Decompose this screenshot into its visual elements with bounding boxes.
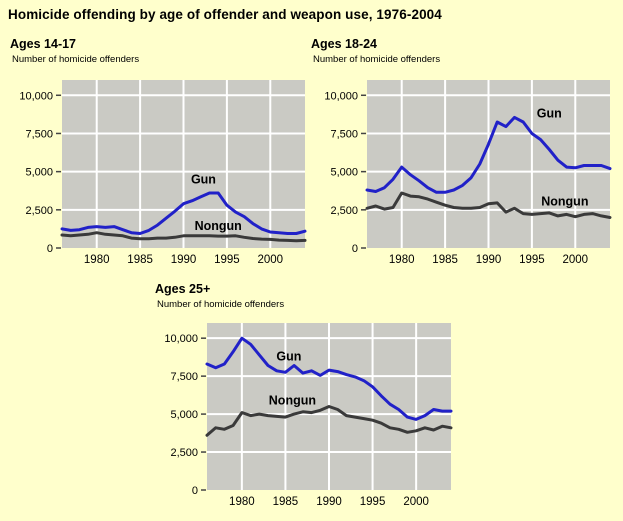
x-tick-label: 1985 xyxy=(273,496,299,508)
x-tick-label: 1995 xyxy=(214,254,240,266)
x-tick-label: 1995 xyxy=(360,496,386,508)
y-tick-label: 10,000 xyxy=(164,333,198,345)
x-tick-label: 1990 xyxy=(316,496,342,508)
panel-ylabel-ages-18-24: Number of homicide offenders xyxy=(313,54,441,65)
x-tick-label: 1980 xyxy=(389,254,415,266)
series-label-gun: Gun xyxy=(191,172,216,186)
y-tick-label: 0 xyxy=(192,485,198,497)
y-tick-label: 0 xyxy=(352,243,358,255)
y-tick-label: 7,500 xyxy=(25,128,53,140)
x-tick-label: 2000 xyxy=(403,496,429,508)
y-tick-label: 7,500 xyxy=(170,371,198,383)
x-tick-label: 1990 xyxy=(171,254,197,266)
panel-title-ages-18-24: Ages 18-24 xyxy=(311,37,378,51)
y-tick-label: 10,000 xyxy=(324,90,358,102)
series-label-gun: Gun xyxy=(537,107,562,121)
series-label-nongun: Nongun xyxy=(541,194,588,208)
gun-line xyxy=(365,115,612,194)
x-tick-label: 2000 xyxy=(562,254,588,266)
y-tick-label: 5,000 xyxy=(25,167,53,179)
y-tick-label: 2,500 xyxy=(170,447,198,459)
panel-ylabel-ages-25-plus: Number of homicide offenders xyxy=(157,299,285,310)
y-tick-label: 5,000 xyxy=(330,167,358,179)
x-tick-label: 1985 xyxy=(432,254,458,266)
y-tick-label: 2,500 xyxy=(330,205,358,217)
series-label-nongun: Nongun xyxy=(195,219,242,233)
x-tick-label: 1980 xyxy=(229,496,255,508)
nongun-line xyxy=(205,405,453,437)
x-tick-label: 1980 xyxy=(84,254,110,266)
nongun-line xyxy=(365,191,612,219)
panel-title-ages-25-plus: Ages 25+ xyxy=(155,282,211,296)
nongun-line xyxy=(60,231,307,243)
x-tick-label: 1985 xyxy=(127,254,153,266)
gun-line xyxy=(60,191,307,235)
series-label-nongun: Nongun xyxy=(269,393,316,407)
x-tick-label: 1995 xyxy=(519,254,545,266)
gun-line xyxy=(205,336,453,421)
x-tick-label: 1990 xyxy=(476,254,502,266)
x-tick-label: 2000 xyxy=(257,254,283,266)
panel-ylabel-ages-14-17: Number of homicide offenders xyxy=(12,54,140,65)
panel-title-ages-14-17: Ages 14-17 xyxy=(10,37,77,51)
figure-title: Homicide offending by age of offender an… xyxy=(8,7,442,22)
y-tick-label: 0 xyxy=(47,243,53,255)
y-tick-label: 5,000 xyxy=(170,409,198,421)
y-tick-label: 7,500 xyxy=(330,128,358,140)
y-tick-label: 10,000 xyxy=(19,90,53,102)
y-tick-label: 2,500 xyxy=(25,205,53,217)
series-label-gun: Gun xyxy=(276,349,301,363)
